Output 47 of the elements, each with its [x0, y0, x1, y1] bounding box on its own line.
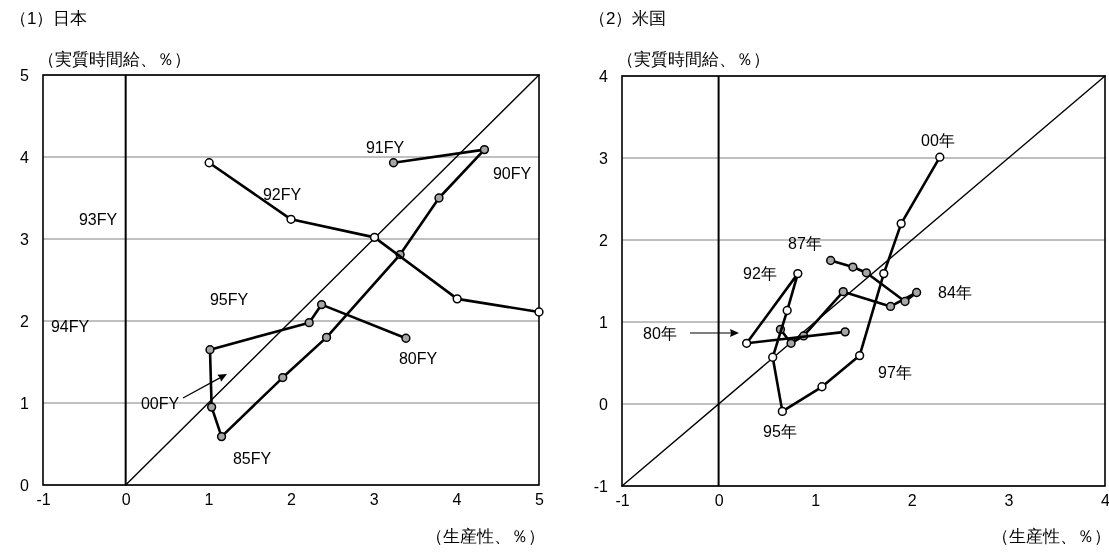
- x-tick-label: 0: [714, 492, 724, 510]
- y-tick-label: 4: [599, 67, 609, 85]
- y-tick-label: 0: [20, 476, 30, 494]
- annotation: 00FY: [140, 394, 180, 412]
- x-tick-label: 3: [369, 491, 379, 509]
- x-tick-label: 2: [287, 491, 297, 509]
- annotation: 91FY: [365, 138, 405, 156]
- annotation: 95FY: [209, 290, 249, 308]
- y-axis-title: （実質時間給、％）: [38, 50, 191, 69]
- annotation: 92年: [743, 264, 777, 282]
- annotation: 93FY: [78, 210, 118, 228]
- x-tick-label: 4: [452, 491, 462, 509]
- annotation: 90FY: [492, 164, 532, 182]
- chart-title: （1）日本: [10, 9, 88, 28]
- annotation: 80FY: [398, 349, 438, 367]
- x-tick-label: -1: [36, 491, 51, 509]
- y-tick-label: 4: [20, 148, 30, 166]
- y-tick-label: 1: [20, 394, 30, 412]
- x-tick-label: 1: [811, 492, 821, 510]
- x-axis-title: （生産性、％）: [426, 527, 545, 546]
- annotation: 87年: [788, 234, 822, 252]
- y-tick-label: 0: [599, 395, 609, 413]
- chart-title: （2）米国: [589, 9, 667, 28]
- x-tick-label: 4: [1101, 492, 1109, 510]
- annotation: 94FY: [50, 317, 90, 335]
- x-tick-label: -1: [615, 492, 630, 510]
- x-tick-label: 2: [907, 492, 917, 510]
- x-tick-label: 0: [121, 491, 131, 509]
- y-tick-label: 5: [20, 66, 30, 84]
- y-tick-label: 3: [599, 149, 609, 167]
- annotation: 85FY: [232, 449, 272, 467]
- y-tick-label: 3: [20, 230, 30, 248]
- annotation: 00年: [921, 131, 955, 149]
- x-axis-title: （生産性、％）: [992, 527, 1109, 546]
- x-tick-label: 1: [204, 491, 214, 509]
- y-tick-label: 2: [20, 312, 30, 330]
- annotation: 95年: [763, 422, 797, 440]
- annotation: 97年: [878, 363, 912, 381]
- y-axis-title: （実質時間給、％）: [617, 50, 770, 69]
- y-tick-label: -1: [593, 477, 609, 495]
- annotation: 80年: [643, 324, 677, 342]
- annotation: 92FY: [262, 185, 302, 203]
- x-tick-label: 5: [535, 491, 545, 509]
- annotation: 84年: [938, 283, 972, 301]
- y-tick-label: 2: [599, 231, 609, 249]
- y-tick-label: 1: [599, 313, 609, 331]
- x-tick-label: 3: [1004, 492, 1014, 510]
